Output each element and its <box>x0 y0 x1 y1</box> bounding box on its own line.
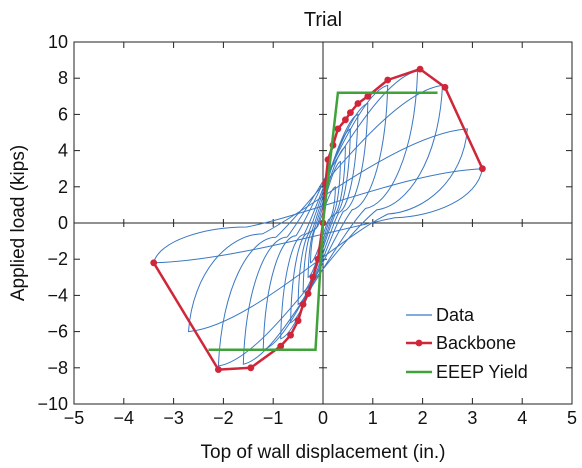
x-tick-label: −5 <box>64 408 85 428</box>
data-loop-3 <box>302 146 346 293</box>
backbone-point <box>441 83 449 91</box>
backbone-point <box>347 109 354 116</box>
x-tick-label: 3 <box>467 408 477 428</box>
y-tick-label: 6 <box>58 104 68 124</box>
backbone-point <box>215 366 222 373</box>
x-tick-label: 2 <box>418 408 428 428</box>
x-axis-label: Top of wall displacement (in.) <box>201 442 446 463</box>
backbone-point <box>479 165 486 173</box>
data-loop-2 <box>307 160 341 279</box>
backbone-point <box>294 317 302 325</box>
y-tick-label: 2 <box>58 177 68 197</box>
eeep-yield-line <box>208 91 438 351</box>
x-tick-label: 1 <box>368 408 378 428</box>
backbone-point <box>384 76 392 84</box>
eeep-series-layer <box>208 91 438 351</box>
y-tick-label: 4 <box>58 141 68 161</box>
x-tick-label: 4 <box>517 408 527 428</box>
data-loop-5 <box>290 113 359 324</box>
legend-label-1: Data <box>436 305 475 325</box>
backbone-point <box>150 259 158 267</box>
backbone-point <box>287 331 294 339</box>
data-loop-10 <box>187 128 468 333</box>
x-tick-label: −3 <box>163 408 184 428</box>
backbone-point <box>277 342 285 350</box>
y-tick-label: 8 <box>58 68 68 88</box>
data-loop-1 <box>309 186 336 264</box>
y-axis-label: Applied load (kips) <box>8 145 29 301</box>
legend: Data Backbone EEEP Yield <box>406 305 528 382</box>
backbone-point <box>299 301 307 308</box>
backbone-point <box>309 273 317 281</box>
backbone-point <box>304 290 312 297</box>
backbone-point <box>416 65 424 73</box>
data-loop-6 <box>280 102 369 340</box>
data-loop-8 <box>242 70 419 365</box>
legend-marker-2 <box>415 339 423 347</box>
data-series-layer <box>153 70 483 367</box>
backbone-point <box>334 125 342 133</box>
data-loop-9 <box>217 84 444 367</box>
backbone-point <box>247 364 255 372</box>
y-tick-label: 10 <box>48 32 68 52</box>
y-tick-label: −10 <box>37 394 68 414</box>
x-tick-label: 5 <box>567 408 577 428</box>
legend-label-3: EEEP Yield <box>436 362 528 382</box>
chart-title: Trial <box>304 9 342 31</box>
backbone-point <box>364 92 372 100</box>
x-tick-label: −4 <box>114 408 135 428</box>
data-loop-7 <box>262 84 389 351</box>
legend-label-2: Backbone <box>436 333 516 353</box>
data-loop-11 <box>153 168 483 264</box>
y-tick-label: 0 <box>58 213 68 233</box>
x-tick-label: 0 <box>318 408 328 428</box>
y-tick-label: −6 <box>47 322 68 342</box>
backbone-point <box>354 100 362 107</box>
y-tick-label: −8 <box>47 358 68 378</box>
x-tick-label: −2 <box>213 408 234 428</box>
y-tick-label: −2 <box>47 249 68 269</box>
y-tick-label: −4 <box>47 285 68 305</box>
backbone-point <box>342 116 349 124</box>
x-tick-label: −1 <box>263 408 284 428</box>
